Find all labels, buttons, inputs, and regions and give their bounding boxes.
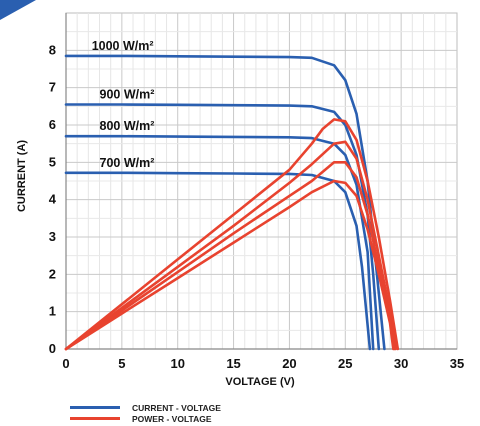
- y-tick-label: 2: [49, 266, 56, 281]
- y-tick-label: 0: [49, 341, 56, 356]
- irradiance-label: 900 W/m²: [100, 87, 155, 101]
- x-tick-label: 20: [282, 356, 296, 371]
- x-tick-label: 5: [118, 356, 125, 371]
- irradiance-label: 1000 W/m²: [92, 39, 154, 53]
- legend-item-current: CURRENT - VOLTAGE: [70, 402, 221, 413]
- irradiance-label: 700 W/m²: [100, 156, 155, 170]
- power-voltage-line: [64, 140, 397, 351]
- y-tick-label: 7: [49, 80, 56, 95]
- y-tick-label: 6: [49, 117, 56, 132]
- power-voltage-line: [64, 118, 400, 351]
- x-tick-label: 35: [450, 356, 464, 371]
- current-voltage-line: [64, 171, 372, 351]
- grid: [65, 12, 458, 350]
- x-tick-label: 25: [338, 356, 352, 371]
- power-voltage-line: [64, 179, 395, 351]
- annotations: 1000 W/m² 900 W/m² 800 W/m² 700 W/m²: [92, 39, 155, 170]
- legend-swatch-current: [70, 406, 120, 409]
- y-tick-label: 4: [49, 192, 57, 207]
- y-tick-label: 1: [49, 304, 56, 319]
- x-tick-label: 30: [394, 356, 408, 371]
- legend-label-power: POWER - VOLTAGE: [132, 413, 212, 424]
- y-axis-title: CURRENT (A): [16, 140, 28, 212]
- tick-labels: 0 5 10 15 20 25 30 35 0 1 2 3 4 5 6 7 8: [49, 42, 464, 371]
- corner-decoration: [0, 0, 36, 20]
- x-tick-label: 15: [226, 356, 240, 371]
- y-tick-label: 3: [49, 229, 56, 244]
- legend-item-power: POWER - VOLTAGE: [70, 413, 221, 424]
- x-tick-label: 10: [170, 356, 184, 371]
- y-tick-label: 8: [49, 42, 56, 57]
- y-tick-label: 5: [49, 154, 56, 169]
- legend-swatch-power: [70, 417, 120, 420]
- x-axis-title: VOLTAGE (V): [225, 376, 295, 388]
- x-tick-label: 0: [62, 356, 69, 371]
- legend-label-current: CURRENT - VOLTAGE: [132, 402, 221, 413]
- irradiance-label: 800 W/m²: [100, 119, 155, 133]
- series-layer: [64, 54, 400, 351]
- legend: CURRENT - VOLTAGE POWER - VOLTAGE: [70, 402, 221, 424]
- power-voltage-line: [64, 161, 396, 351]
